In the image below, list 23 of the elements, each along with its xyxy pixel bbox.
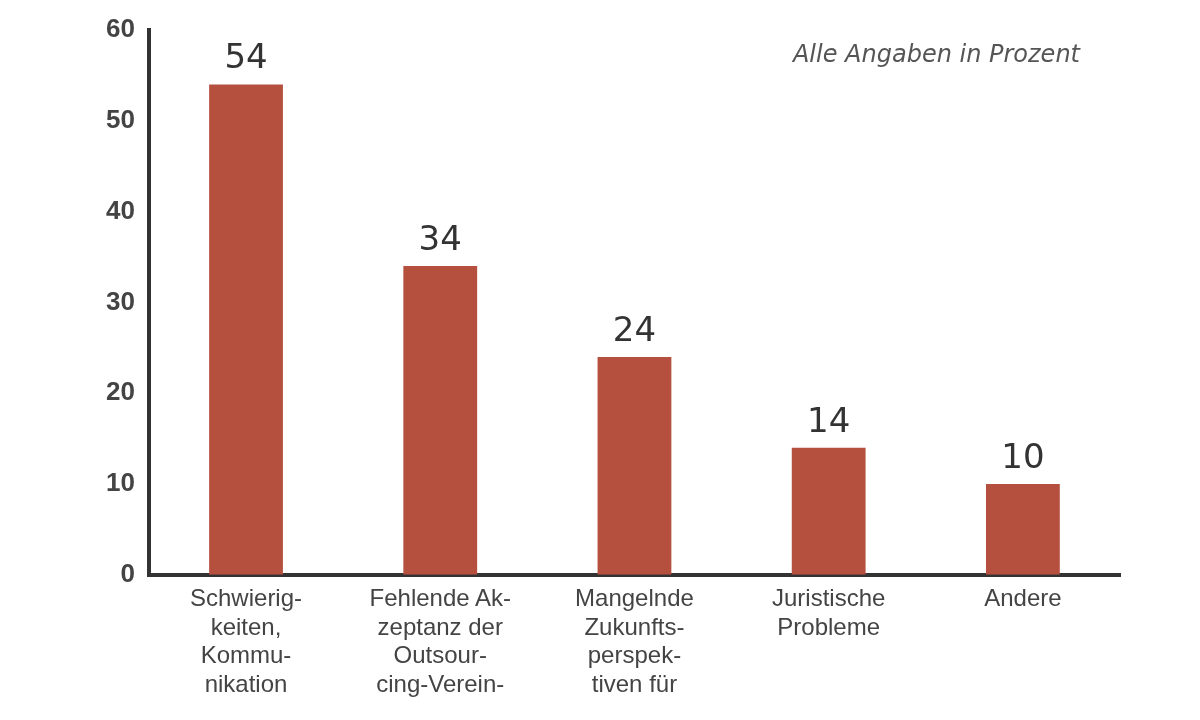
y-tick-label: 30 <box>106 285 135 316</box>
x-tick-label: Fehlende Ak- zeptanz der Outsour- cing-Verein- <box>369 583 511 698</box>
y-tick-label: 50 <box>106 103 135 134</box>
bar <box>597 356 672 575</box>
data-label: 34 <box>418 217 462 258</box>
x-tick-label: Juristische Probleme <box>771 583 886 640</box>
x-tick-label: Mangelnde Zukunfts- perspek- tiven für <box>575 583 694 698</box>
y-tick-label: 60 <box>106 13 135 44</box>
data-label: 10 <box>1001 435 1045 476</box>
bar <box>209 84 283 575</box>
y-tick-label: 10 <box>106 467 135 498</box>
data-label: 14 <box>807 399 851 440</box>
x-tick-label: Schwierig- keiten, Kommu- nikation <box>190 583 303 698</box>
y-tick-label: 40 <box>106 194 135 225</box>
data-label: 24 <box>612 308 657 349</box>
data-label: 54 <box>224 36 268 77</box>
bar <box>403 266 478 575</box>
y-tick-label: 0 <box>120 557 135 588</box>
bar <box>985 484 1060 575</box>
annotation: Alle Angaben in Prozent <box>792 40 1080 68</box>
y-tick-label: 20 <box>106 376 135 407</box>
bar <box>791 447 866 575</box>
x-tick-label: Andere <box>984 583 1062 611</box>
